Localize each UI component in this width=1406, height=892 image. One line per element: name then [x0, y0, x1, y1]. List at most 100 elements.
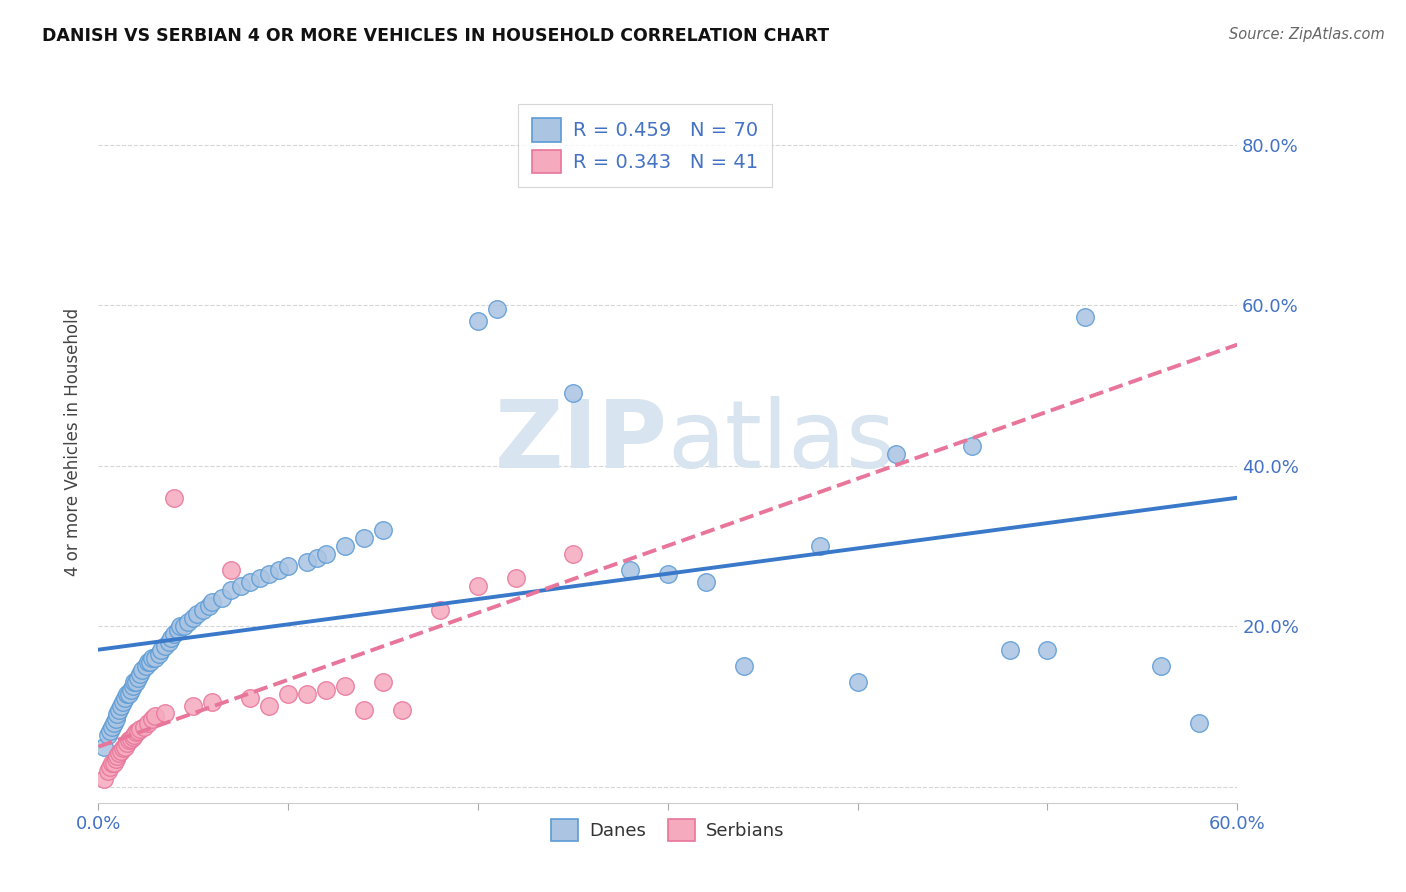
Point — [353, 531, 375, 545]
Point — [173, 619, 195, 633]
Text: Source: ZipAtlas.com: Source: ZipAtlas.com — [1229, 27, 1385, 42]
Point — [98, 760, 121, 774]
Point — [201, 595, 224, 609]
Point — [108, 746, 131, 760]
Point — [176, 615, 198, 630]
Point — [960, 438, 983, 452]
Point — [297, 555, 319, 569]
Point — [239, 574, 262, 589]
Point — [305, 551, 328, 566]
Point — [1036, 643, 1059, 657]
Point — [315, 547, 337, 561]
Point — [163, 491, 186, 505]
Point — [135, 659, 157, 673]
Point — [259, 567, 281, 582]
Point — [141, 712, 163, 726]
Point — [129, 667, 152, 681]
Point — [110, 699, 132, 714]
Point — [429, 603, 451, 617]
Point — [118, 687, 141, 701]
Point — [145, 651, 167, 665]
Point — [132, 719, 155, 733]
Point — [145, 709, 167, 723]
Point — [159, 632, 181, 646]
Point — [371, 523, 394, 537]
Point — [695, 574, 717, 589]
Point — [467, 579, 489, 593]
Point — [124, 728, 146, 742]
Point — [211, 591, 233, 606]
Point — [153, 706, 176, 720]
Point — [127, 723, 149, 738]
Point — [505, 571, 527, 585]
Point — [186, 607, 208, 621]
Point — [191, 603, 214, 617]
Point — [221, 583, 243, 598]
Point — [110, 744, 132, 758]
Point — [277, 687, 299, 701]
Point — [998, 643, 1021, 657]
Point — [297, 687, 319, 701]
Point — [131, 664, 153, 678]
Point — [115, 687, 138, 701]
Point — [657, 567, 679, 582]
Point — [118, 733, 141, 747]
Point — [97, 728, 120, 742]
Point — [138, 655, 160, 669]
Text: atlas: atlas — [668, 395, 896, 488]
Point — [335, 539, 357, 553]
Point — [267, 563, 290, 577]
Point — [104, 712, 127, 726]
Point — [315, 683, 337, 698]
Point — [125, 725, 148, 739]
Point — [371, 675, 394, 690]
Point — [115, 735, 138, 749]
Point — [183, 699, 205, 714]
Point — [129, 722, 152, 736]
Point — [1150, 659, 1173, 673]
Point — [619, 563, 641, 577]
Point — [169, 619, 191, 633]
Point — [124, 675, 146, 690]
Point — [136, 715, 159, 730]
Point — [183, 611, 205, 625]
Point — [733, 659, 755, 673]
Point — [108, 703, 131, 717]
Point — [353, 703, 375, 717]
Point — [201, 696, 224, 710]
Point — [486, 301, 509, 317]
Point — [136, 655, 159, 669]
Point — [107, 749, 129, 764]
Point — [98, 723, 121, 738]
Point — [127, 671, 149, 685]
Point — [239, 691, 262, 706]
Point — [93, 739, 115, 754]
Point — [808, 539, 831, 553]
Point — [562, 547, 585, 561]
Point — [100, 756, 122, 770]
Point — [107, 707, 129, 722]
Point — [112, 696, 135, 710]
Y-axis label: 4 or more Vehicles in Household: 4 or more Vehicles in Household — [63, 308, 82, 575]
Text: DANISH VS SERBIAN 4 OR MORE VEHICLES IN HOUSEHOLD CORRELATION CHART: DANISH VS SERBIAN 4 OR MORE VEHICLES IN … — [42, 27, 830, 45]
Point — [277, 558, 299, 573]
Point — [93, 772, 115, 786]
Point — [112, 741, 135, 756]
Point — [103, 715, 125, 730]
Point — [846, 675, 869, 690]
Point — [100, 719, 122, 733]
Point — [120, 731, 142, 746]
Point — [150, 643, 173, 657]
Point — [97, 764, 120, 778]
Point — [884, 446, 907, 460]
Point — [167, 623, 190, 637]
Point — [148, 648, 170, 662]
Point — [120, 683, 142, 698]
Point — [249, 571, 271, 585]
Point — [125, 675, 148, 690]
Point — [335, 680, 357, 694]
Point — [1188, 715, 1211, 730]
Point — [153, 639, 176, 653]
Point — [391, 703, 413, 717]
Point — [229, 579, 252, 593]
